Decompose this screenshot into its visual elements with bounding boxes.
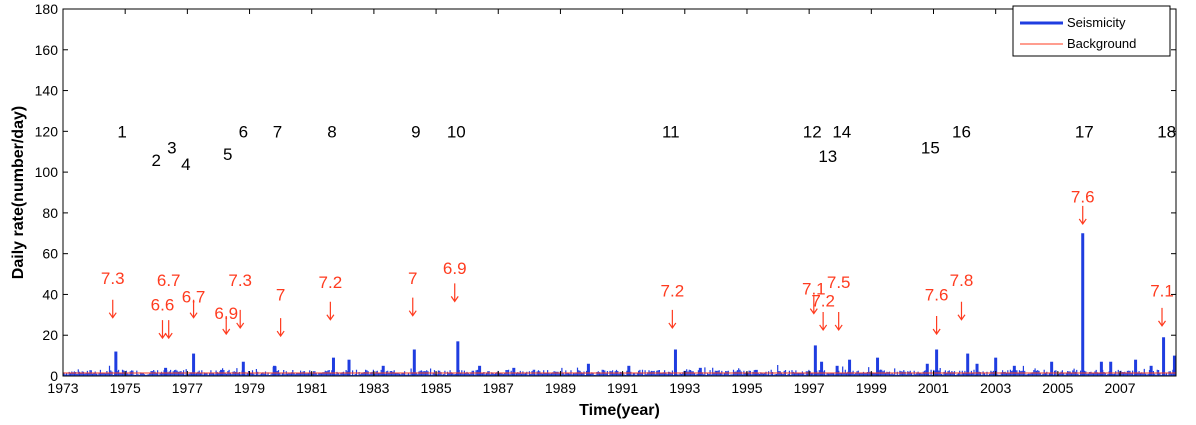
x-tick-label: 2007 xyxy=(1104,380,1135,396)
x-tick-label: 1979 xyxy=(234,380,265,396)
event-number-label: 14 xyxy=(832,122,851,141)
magnitude-arrow xyxy=(164,320,173,340)
magnitude-label: 7 xyxy=(408,269,417,288)
x-tick-label: 2005 xyxy=(1042,380,1073,396)
x-axis-title: Time(year) xyxy=(579,402,660,419)
x-tick-label: 1995 xyxy=(731,380,762,396)
event-number-label: 8 xyxy=(327,122,336,141)
x-tick-label: 1993 xyxy=(669,380,700,396)
magnitude-label: 7.2 xyxy=(811,292,835,311)
magnitude-label: 7.1 xyxy=(1150,281,1174,300)
plot-frame xyxy=(62,8,1177,377)
legend-seismicity-label: Seismicity xyxy=(1067,15,1126,30)
event-number-label: 16 xyxy=(952,122,971,141)
event-number-label: 3 xyxy=(167,139,176,158)
magnitude-arrow xyxy=(932,316,941,336)
magnitude-label: 6.9 xyxy=(443,259,467,278)
event-number-label: 10 xyxy=(447,122,466,141)
legend-box xyxy=(1012,5,1171,57)
y-tick-label: 60 xyxy=(42,246,58,262)
magnitude-label: 7.3 xyxy=(228,271,252,290)
y-tick-label: 140 xyxy=(35,83,59,99)
event-number-label: 7 xyxy=(273,122,282,141)
x-tick-label: 1987 xyxy=(483,380,514,396)
magnitude-arrow xyxy=(108,299,117,319)
magnitude-label: 7.6 xyxy=(1071,188,1095,207)
magnitude-label: 6.9 xyxy=(214,304,238,323)
event-number-label: 1 xyxy=(117,122,126,141)
magnitude-arrow xyxy=(236,309,245,329)
y-tick-label: 100 xyxy=(35,164,59,180)
event-number-label: 4 xyxy=(181,155,190,174)
magnitude-arrow xyxy=(834,311,843,331)
event-number-label: 18 xyxy=(1157,122,1176,141)
event-number-label: 17 xyxy=(1075,122,1094,141)
magnitude-arrow xyxy=(189,299,198,319)
plot-area xyxy=(63,9,1176,376)
magnitude-arrow xyxy=(1078,205,1087,225)
x-tick-label: 1977 xyxy=(172,380,203,396)
magnitude-arrow xyxy=(450,283,459,303)
magnitude-label: 7.6 xyxy=(925,285,949,304)
seismicity-series xyxy=(63,233,1177,376)
magnitude-arrow xyxy=(276,318,285,338)
y-tick-label: 20 xyxy=(42,327,58,343)
x-axis: 1973 1975 1977 1979 1981 1983 1985 1987 1989 1991… xyxy=(47,9,1136,396)
y-tick-label: 160 xyxy=(35,42,59,58)
magnitude-arrow xyxy=(222,316,231,336)
x-tick-label: 1985 xyxy=(420,380,451,396)
x-tick-label: 1999 xyxy=(856,380,887,396)
magnitude-label: 6.7 xyxy=(157,271,181,290)
magnitude-label: 7.2 xyxy=(319,273,343,292)
event-number-label: 15 xyxy=(921,139,940,158)
magnitude-arrow xyxy=(957,301,966,321)
x-tick-label: 1973 xyxy=(47,380,78,396)
x-tick-label: 1983 xyxy=(358,380,389,396)
magnitude-arrow xyxy=(158,320,167,340)
x-tick-label: 1975 xyxy=(110,380,141,396)
x-tick-label: 2003 xyxy=(980,380,1011,396)
magnitude-label: 7 xyxy=(276,285,285,304)
y-tick-label: 180 xyxy=(35,1,59,17)
y-tick-label: 80 xyxy=(42,205,58,221)
magnitude-label: 7.2 xyxy=(661,281,685,300)
magnitude-label: 7.8 xyxy=(950,271,974,290)
magnitude-arrow xyxy=(819,311,828,331)
y-axis-title: Daily rate(number/day) xyxy=(10,106,27,279)
magnitude-arrow xyxy=(408,297,417,317)
magnitude-label: 7.5 xyxy=(827,273,851,292)
y-tick-label: 120 xyxy=(35,123,59,139)
event-number-label: 9 xyxy=(411,122,420,141)
magnitude-arrow xyxy=(809,295,818,315)
legend: Seismicity Background xyxy=(1012,5,1171,57)
event-number-label: 6 xyxy=(239,122,248,141)
y-axis: 0 20 40 60 80 100 120 140 160 180 xyxy=(35,1,1176,384)
magnitude-label: 6.7 xyxy=(182,287,206,306)
event-number-label: 12 xyxy=(803,122,822,141)
magnitude-arrow xyxy=(668,309,677,329)
magnitude-label: 7.3 xyxy=(101,269,125,288)
x-tick-label: 1991 xyxy=(607,380,638,396)
x-tick-label: 1997 xyxy=(794,380,825,396)
event-number-label: 2 xyxy=(152,151,161,170)
event-number-label: 5 xyxy=(223,145,232,164)
event-number-label: 13 xyxy=(818,147,837,166)
x-tick-label: 1981 xyxy=(296,380,327,396)
y-tick-label: 0 xyxy=(50,368,58,384)
magnitude-label: 7.1 xyxy=(802,279,826,298)
magnitude-annotations: 7.36.66.76.76.97.377.2 76.97.2 7.17.27.57.… xyxy=(101,188,1174,340)
magnitude-label: 6.6 xyxy=(151,296,175,315)
legend-background-label: Background xyxy=(1067,36,1136,51)
x-tick-label: 1989 xyxy=(545,380,576,396)
magnitude-arrow xyxy=(326,301,335,321)
magnitude-arrow xyxy=(1158,307,1167,327)
y-tick-label: 40 xyxy=(42,286,58,302)
x-tick-label: 2001 xyxy=(918,380,949,396)
event-number-label: 11 xyxy=(662,122,680,141)
